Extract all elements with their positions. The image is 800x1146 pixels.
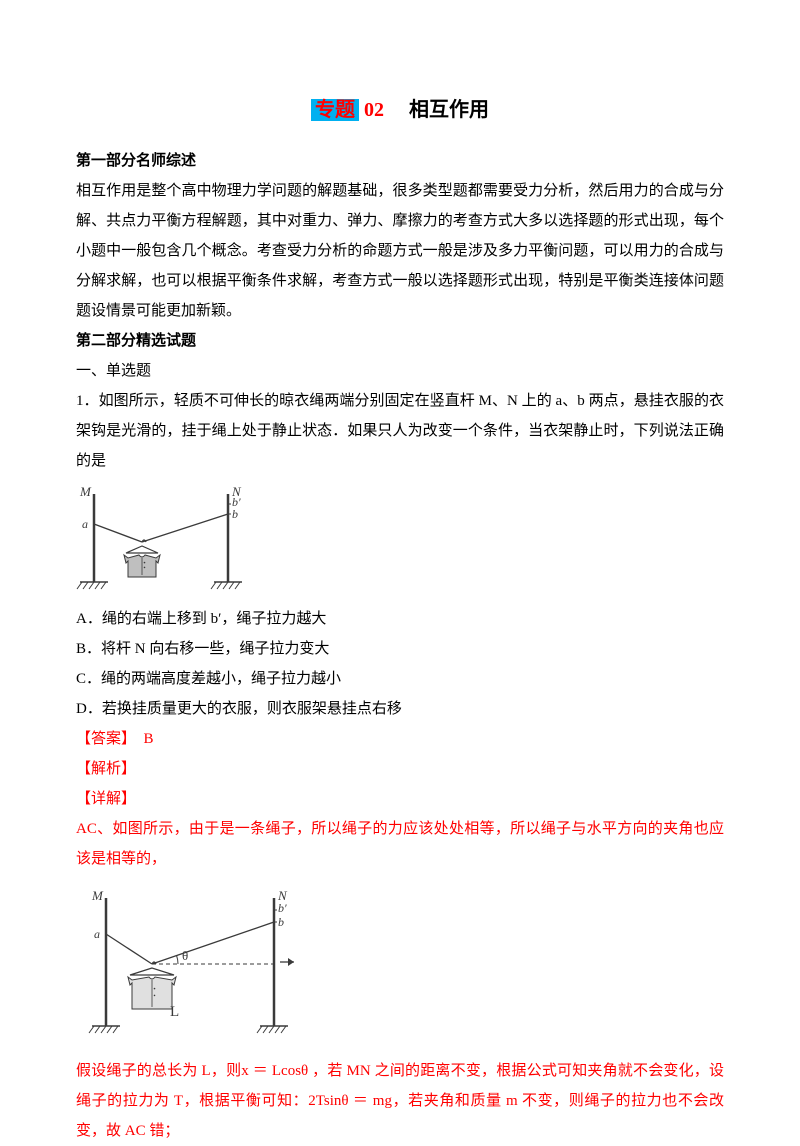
question-category: 一、单选题	[76, 356, 724, 386]
svg-text:b′: b′	[232, 495, 241, 509]
q1-option-c: C．绳的两端高度差越小，绳子拉力越小	[76, 664, 724, 694]
figure-1: MNabb′	[76, 482, 724, 598]
svg-text:b: b	[232, 507, 238, 521]
eq2: 2Tsinθ ＝ mg	[308, 1093, 392, 1109]
section1-heading: 第一部分名师综述	[76, 146, 724, 176]
svg-text:θ: θ	[182, 948, 188, 963]
detail-line1: AC、如图所示，由于是一条绳子，所以绳子的力应该处处相等，所以绳子与水平方向的夹…	[76, 814, 724, 874]
detail-line2-a: 假设绳子的总长为 L，则	[76, 1063, 241, 1079]
svg-text:b′: b′	[278, 901, 287, 915]
section2-heading: 第二部分精选试题	[76, 326, 724, 356]
figure-1-svg: MNabb′	[76, 482, 252, 598]
figure-2: MNabb′θL	[76, 880, 724, 1050]
svg-text:b: b	[278, 915, 284, 929]
detail-label: 【详解】	[76, 784, 724, 814]
eq1: x ＝ Lcosθ	[241, 1063, 308, 1079]
q1-stem: 1．如图所示，轻质不可伸长的晾衣绳两端分别固定在竖直杆 M、N 上的 a、b 两…	[76, 386, 724, 476]
svg-text:L: L	[170, 1004, 179, 1020]
svg-text:a: a	[94, 927, 100, 941]
q1-option-b: B．将杆 N 向右移一些，绳子拉力变大	[76, 634, 724, 664]
figure-2-svg: MNabb′θL	[76, 880, 326, 1050]
explain-label: 【解析】	[76, 754, 724, 784]
title: 专题 02 相互作用	[76, 90, 724, 130]
answer-label: 【答案】 B	[76, 724, 724, 754]
q1-option-d: D．若换挂质量更大的衣服，则衣服架悬挂点右移	[76, 694, 724, 724]
svg-text:M: M	[91, 888, 104, 903]
q1-option-a: A．绳的右端上移到 b′，绳子拉力越大	[76, 604, 724, 634]
svg-text:a: a	[82, 517, 88, 531]
section1-body: 相互作用是整个高中物理力学问题的解题基础，很多类型题都需要受力分析，然后用力的合…	[76, 176, 724, 326]
document-page: 专题 02 相互作用 第一部分名师综述 相互作用是整个高中物理力学问题的解题基础…	[0, 0, 800, 1132]
title-rest: 相互作用	[389, 99, 489, 121]
svg-text:M: M	[79, 484, 92, 499]
detail-line2: 假设绳子的总长为 L，则x ＝ Lcosθ ，若 MN 之间的距离不变，根据公式…	[76, 1056, 724, 1146]
title-prefix: 专题	[311, 99, 359, 121]
title-number: 02	[364, 99, 384, 121]
